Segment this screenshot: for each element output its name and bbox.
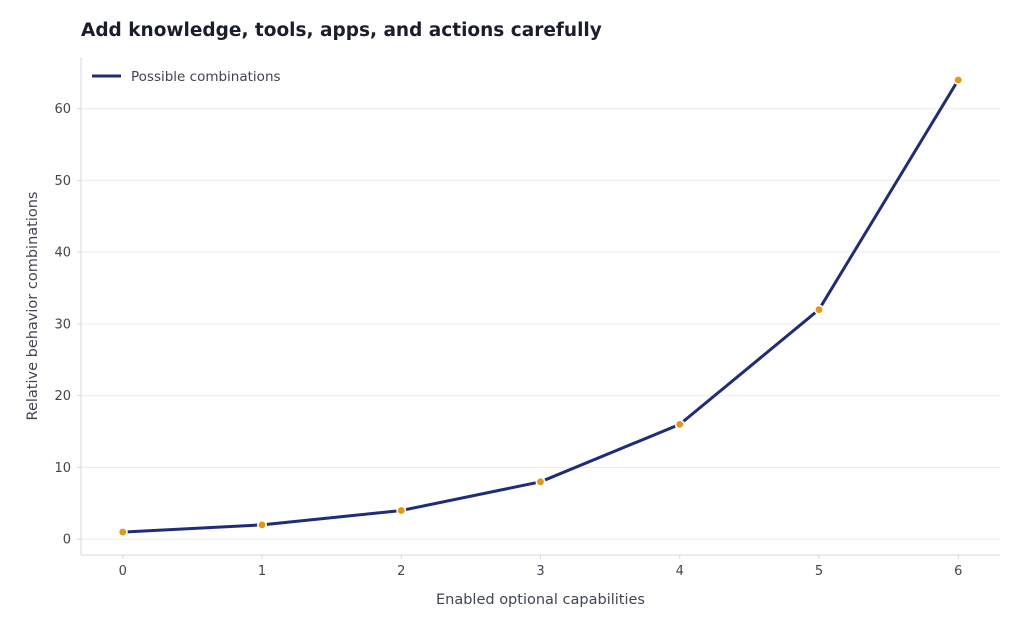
data-point: [535, 476, 546, 487]
data-point: [117, 527, 128, 538]
data-point: [813, 304, 824, 315]
axes: [80, 57, 1000, 556]
legend-label: Possible combinations: [131, 69, 281, 85]
x-tick-label: 3: [536, 564, 544, 579]
x-axis-label: Enabled optional capabilities: [436, 592, 645, 608]
y-tick-labels: 0 10 20 30 40 50 60: [54, 102, 71, 548]
x-tick-label: 0: [119, 564, 127, 579]
y-tick-label: 60: [54, 102, 71, 117]
data-point: [674, 419, 685, 430]
x-tick-label: 4: [676, 564, 684, 579]
y-axis-label: Relative behavior combinations: [25, 192, 41, 421]
series-line: [121, 78, 960, 534]
legend: Possible combinations: [92, 69, 281, 85]
chart-title: Add knowledge, tools, apps, and actions …: [81, 20, 602, 41]
y-tick-label: 40: [54, 246, 71, 261]
data-point: [257, 519, 268, 530]
y-tick-label: 30: [54, 317, 71, 332]
x-tick-label: 1: [258, 564, 266, 579]
y-tick-label: 10: [54, 461, 71, 476]
data-point: [396, 505, 407, 516]
y-tick-label: 50: [54, 174, 71, 189]
y-tick-label: 0: [63, 533, 71, 548]
x-tick-label: 2: [397, 564, 405, 579]
y-tick-label: 20: [54, 389, 71, 404]
gridlines: [77, 108, 1000, 559]
x-tick-label: 6: [954, 564, 962, 579]
data-point: [953, 74, 964, 85]
series: [117, 74, 964, 538]
x-tick-labels: 0 1 2 3 4 5 6: [119, 564, 963, 579]
x-tick-label: 5: [815, 564, 823, 579]
